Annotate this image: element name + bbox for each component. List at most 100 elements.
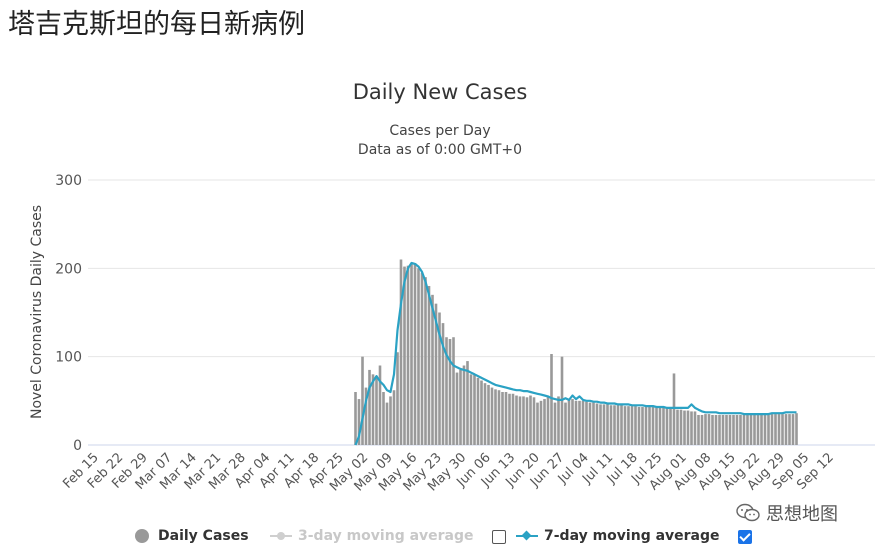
page-title: 塔吉克斯坦的每日新病例	[8, 9, 305, 40]
daily-case-bar	[630, 406, 634, 445]
moving-average-line	[354, 261, 797, 446]
daily-case-bar	[564, 402, 567, 445]
daily-case-bar	[518, 396, 522, 445]
daily-case-bar	[522, 396, 525, 445]
chart-data-timestamp: Data as of 0:00 GMT+0	[357, 142, 523, 158]
daily-case-bar	[434, 303, 438, 445]
daily-case-bar	[595, 403, 599, 445]
daily-case-bar	[704, 414, 707, 445]
daily-case-bar	[620, 405, 623, 445]
legend-daily-cases[interactable]: Daily Cases	[135, 524, 249, 548]
toggle-7day-average-checkbox[interactable]	[738, 530, 752, 544]
legend-3day-average[interactable]: 3-day moving average	[270, 524, 474, 548]
daily-case-bar	[725, 414, 728, 445]
daily-case-bar	[375, 376, 378, 445]
daily-case-bar	[707, 414, 711, 445]
daily-case-bar	[763, 414, 767, 445]
daily-case-bar	[413, 263, 417, 445]
daily-case-bar	[756, 414, 760, 445]
legend-7day-average-label: 7-day moving average	[544, 528, 720, 544]
daily-case-bar	[378, 365, 382, 445]
daily-case-bar	[774, 414, 777, 445]
daily-case-bar	[389, 396, 392, 445]
daily-case-bar	[546, 396, 550, 445]
y-tick-label: 200	[55, 261, 82, 277]
daily-case-bar	[529, 395, 532, 445]
daily-case-bar	[679, 409, 683, 445]
daily-case-bar	[483, 383, 487, 445]
daily-case-bar	[445, 337, 448, 445]
daily-case-bar	[459, 369, 462, 445]
daily-case-bar	[368, 369, 371, 445]
daily-case-bar	[371, 374, 375, 445]
daily-case-bar	[627, 406, 630, 445]
chart-title: Daily New Cases	[352, 80, 528, 104]
daily-case-bar	[767, 414, 770, 445]
daily-case-bar	[578, 400, 581, 445]
daily-case-bar	[644, 407, 648, 445]
daily-case-bar	[508, 393, 511, 445]
daily-case-bar	[669, 407, 672, 445]
daily-case-bar	[438, 312, 441, 445]
daily-case-bar	[476, 377, 480, 445]
daily-case-bar	[504, 392, 508, 445]
y-tick-label: 300	[55, 173, 82, 189]
daily-case-bar	[686, 410, 690, 445]
daily-case-bar	[427, 286, 431, 445]
daily-case-bar	[662, 407, 665, 445]
daily-case-bar	[455, 372, 459, 445]
daily-case-bar	[735, 414, 739, 445]
daily-case-bar	[700, 414, 704, 445]
daily-case-bar	[781, 414, 784, 445]
daily-case-bar	[641, 407, 644, 445]
toggle-3day-average-checkbox[interactable]	[492, 530, 506, 544]
line-marker-icon	[270, 529, 292, 543]
daily-case-bar	[623, 406, 627, 445]
daily-case-bar	[784, 414, 788, 445]
daily-case-bar	[494, 389, 497, 445]
daily-cases-bars	[354, 259, 798, 445]
daily-case-bar	[714, 414, 718, 445]
daily-case-bar	[469, 374, 473, 445]
daily-cases-dot-icon	[135, 529, 149, 543]
daily-case-bar	[424, 277, 427, 445]
daily-case-bar	[742, 414, 746, 445]
daily-case-bar	[574, 400, 578, 445]
daily-case-bar	[711, 414, 714, 445]
watermark-text: 思想地图	[766, 504, 838, 525]
y-tick-label: 100	[55, 350, 82, 366]
watermark: 思想地图	[736, 500, 838, 526]
daily-case-bar	[382, 392, 385, 445]
daily-case-bar	[420, 272, 424, 445]
daily-case-bar	[480, 380, 483, 445]
chat-bubble-icon	[736, 503, 760, 522]
daily-case-bar	[462, 365, 466, 445]
daily-case-bar	[392, 390, 396, 445]
daily-case-bar	[473, 374, 476, 445]
seven-day-average-line	[354, 261, 797, 446]
daily-case-bar	[361, 356, 364, 445]
daily-case-bar	[511, 393, 515, 445]
daily-case-bar	[452, 337, 455, 445]
daily-case-bar	[676, 409, 679, 445]
daily-case-bar	[585, 401, 588, 445]
daily-case-bar	[683, 410, 686, 445]
daily-case-bar	[770, 414, 774, 445]
daily-case-bar	[571, 399, 574, 445]
daily-case-bar	[357, 399, 361, 445]
daily-case-bar	[739, 414, 742, 445]
daily-case-bar	[609, 405, 613, 445]
daily-case-bar	[490, 387, 494, 445]
daily-case-bar	[532, 397, 536, 445]
chart-subtitle: Cases per Day	[389, 123, 491, 139]
daily-case-bar	[602, 404, 606, 445]
daily-case-bar	[567, 399, 571, 445]
legend-7day-average[interactable]: 7-day moving average	[516, 524, 720, 548]
daily-case-bar	[746, 414, 749, 445]
daily-case-bar	[616, 405, 620, 445]
daily-case-bar	[406, 265, 410, 445]
daily-case-bar	[795, 413, 798, 445]
daily-case-bar	[791, 414, 795, 445]
daily-case-bar	[588, 402, 592, 445]
